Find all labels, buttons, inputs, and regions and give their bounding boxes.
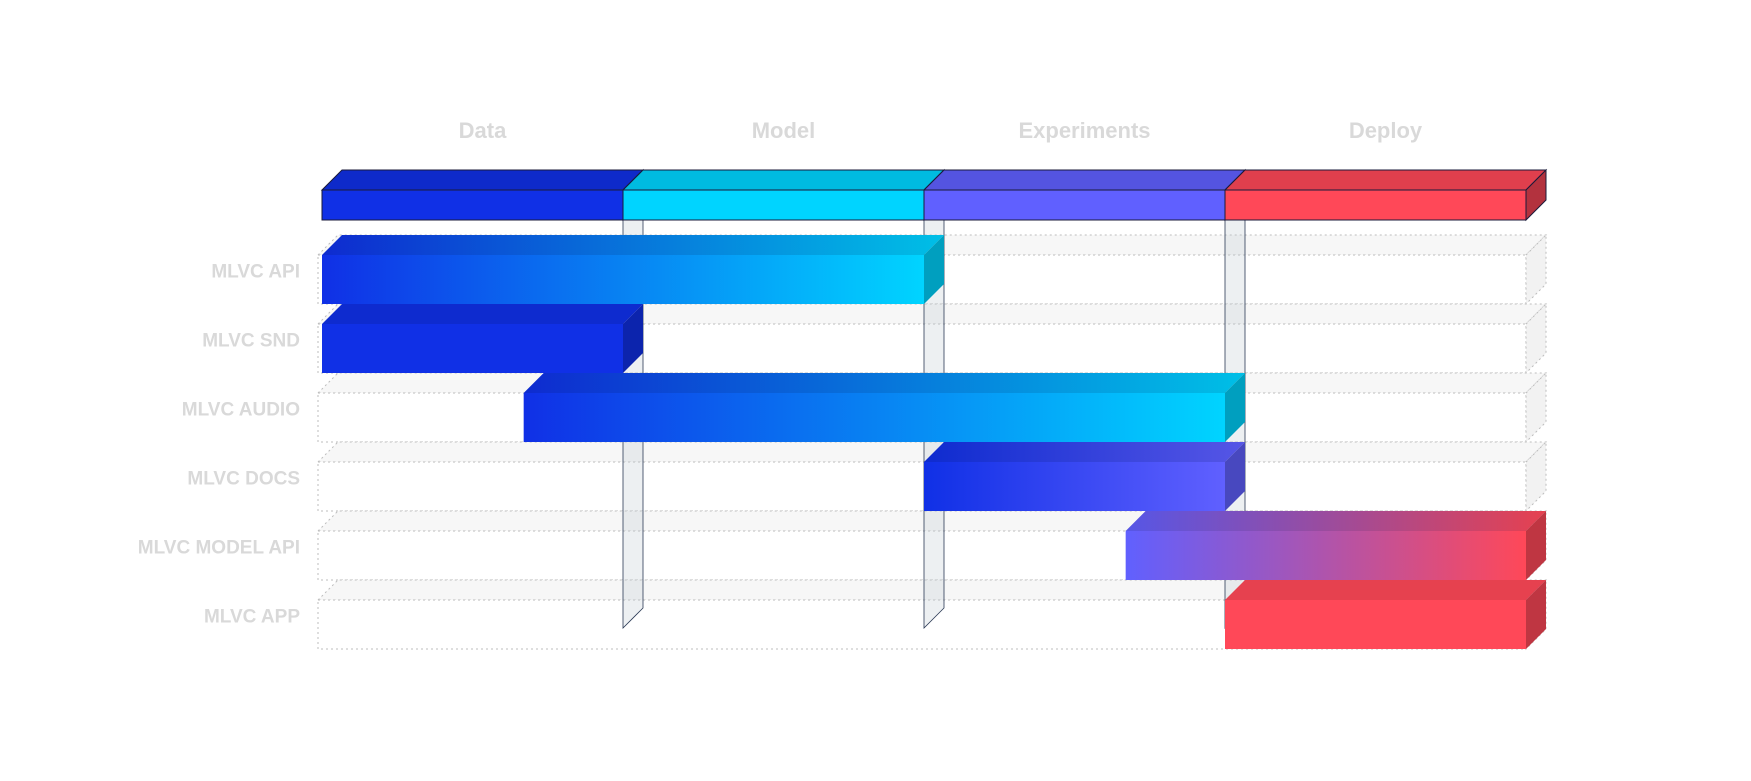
row-label: MLVC DOCS (187, 469, 300, 490)
task-bar (1225, 580, 1546, 649)
row-label: MLVC MODEL API (138, 538, 300, 559)
labels: Data Model Experiments Deploy MLVC API MLVC S… (138, 118, 1423, 628)
phase-header-segment (922, 168, 1247, 222)
task-bar (924, 442, 1245, 511)
task-bar (1125, 511, 1546, 580)
task-bar (523, 373, 1245, 442)
phase-label: Deploy (1349, 118, 1423, 143)
row-label: MLVC SND (202, 331, 300, 352)
phase-label: Model (752, 118, 816, 143)
phase-label: Data (459, 118, 507, 143)
task-bar (322, 304, 643, 373)
row-label: MLVC APP (204, 607, 300, 628)
phase-header-segment (621, 168, 946, 222)
row-label: MLVC AUDIO (182, 400, 300, 421)
phase-label: Experiments (1018, 118, 1150, 143)
task-bars (322, 235, 1546, 649)
phase-header-bar (320, 168, 1548, 222)
phase-header-segment (1223, 168, 1548, 222)
task-bar (322, 235, 944, 304)
phase-header-segment (320, 168, 645, 222)
row-label: MLVC API (211, 262, 300, 283)
